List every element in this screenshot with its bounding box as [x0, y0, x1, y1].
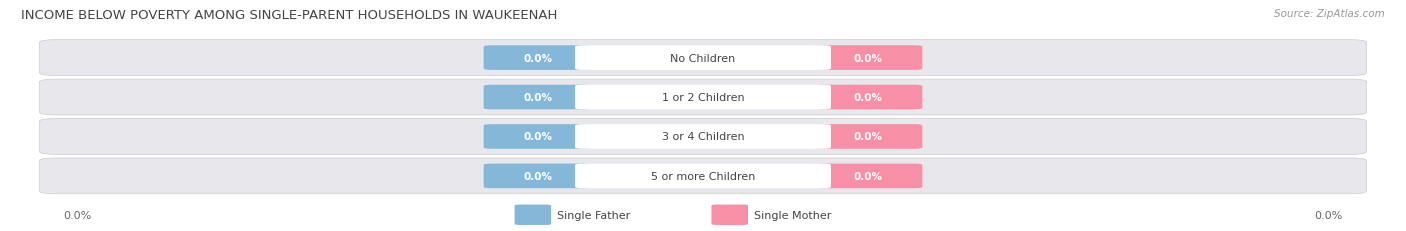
Text: 3 or 4 Children: 3 or 4 Children [662, 132, 744, 142]
FancyBboxPatch shape [814, 164, 922, 188]
FancyBboxPatch shape [484, 85, 592, 110]
Text: 5 or more Children: 5 or more Children [651, 171, 755, 181]
FancyBboxPatch shape [711, 205, 748, 225]
Text: No Children: No Children [671, 53, 735, 63]
FancyBboxPatch shape [814, 85, 922, 110]
FancyBboxPatch shape [814, 46, 922, 71]
Text: 0.0%: 0.0% [853, 93, 883, 103]
FancyBboxPatch shape [39, 40, 1367, 76]
Text: 0.0%: 0.0% [523, 93, 553, 103]
FancyBboxPatch shape [575, 164, 831, 188]
FancyBboxPatch shape [575, 125, 831, 149]
Text: Single Father: Single Father [557, 210, 630, 220]
Text: 0.0%: 0.0% [63, 210, 91, 220]
Text: 0.0%: 0.0% [853, 53, 883, 63]
FancyBboxPatch shape [39, 158, 1367, 194]
Text: 0.0%: 0.0% [523, 171, 553, 181]
Text: 0.0%: 0.0% [523, 53, 553, 63]
FancyBboxPatch shape [814, 125, 922, 149]
Text: 0.0%: 0.0% [523, 132, 553, 142]
FancyBboxPatch shape [484, 164, 592, 188]
FancyBboxPatch shape [39, 80, 1367, 116]
Text: 0.0%: 0.0% [1315, 210, 1343, 220]
Text: 0.0%: 0.0% [853, 132, 883, 142]
Text: INCOME BELOW POVERTY AMONG SINGLE-PARENT HOUSEHOLDS IN WAUKEENAH: INCOME BELOW POVERTY AMONG SINGLE-PARENT… [21, 9, 557, 22]
Text: Single Mother: Single Mother [754, 210, 831, 220]
Text: 1 or 2 Children: 1 or 2 Children [662, 93, 744, 103]
FancyBboxPatch shape [484, 125, 592, 149]
FancyBboxPatch shape [575, 46, 831, 71]
FancyBboxPatch shape [515, 205, 551, 225]
FancyBboxPatch shape [39, 119, 1367, 155]
Text: Source: ZipAtlas.com: Source: ZipAtlas.com [1274, 9, 1385, 19]
Text: 0.0%: 0.0% [853, 171, 883, 181]
FancyBboxPatch shape [575, 85, 831, 110]
FancyBboxPatch shape [484, 46, 592, 71]
